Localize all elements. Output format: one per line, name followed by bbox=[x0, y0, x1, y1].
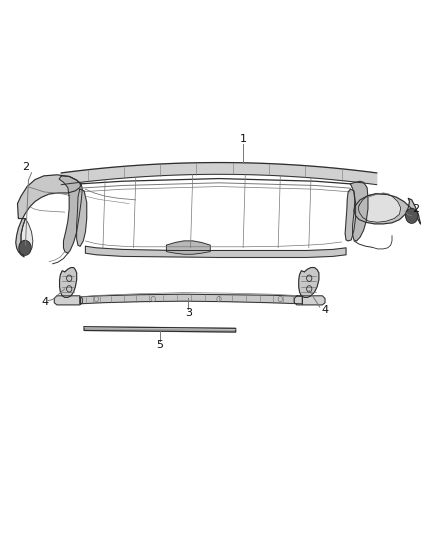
Polygon shape bbox=[54, 296, 82, 305]
Polygon shape bbox=[166, 241, 210, 254]
Polygon shape bbox=[299, 268, 319, 297]
Polygon shape bbox=[59, 176, 82, 253]
Polygon shape bbox=[345, 189, 356, 241]
Text: 1: 1 bbox=[240, 134, 247, 143]
Text: 4: 4 bbox=[321, 305, 328, 315]
Polygon shape bbox=[350, 181, 368, 241]
Polygon shape bbox=[16, 175, 81, 257]
Circle shape bbox=[20, 241, 30, 254]
Polygon shape bbox=[84, 327, 236, 332]
Circle shape bbox=[406, 209, 417, 222]
Text: 4: 4 bbox=[41, 297, 48, 307]
Polygon shape bbox=[85, 246, 346, 257]
Polygon shape bbox=[80, 294, 302, 304]
Polygon shape bbox=[358, 193, 401, 222]
Polygon shape bbox=[354, 194, 420, 224]
Polygon shape bbox=[294, 296, 325, 305]
Text: 3: 3 bbox=[185, 308, 192, 318]
Polygon shape bbox=[77, 189, 87, 246]
Polygon shape bbox=[21, 219, 33, 253]
Text: 2: 2 bbox=[413, 204, 420, 214]
Text: 2: 2 bbox=[22, 163, 29, 172]
Text: 5: 5 bbox=[156, 341, 163, 350]
Polygon shape bbox=[60, 268, 77, 297]
Polygon shape bbox=[61, 163, 377, 184]
